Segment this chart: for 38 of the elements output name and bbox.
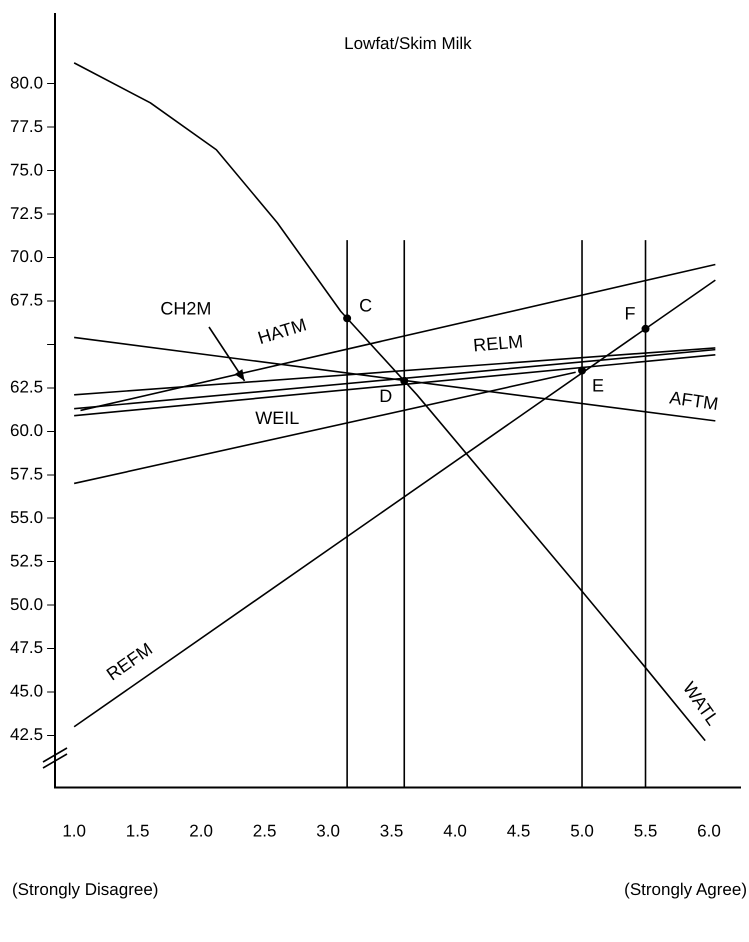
y-tick-label: 52.5 [10,551,44,570]
x-tick-label: 5.0 [570,821,594,840]
y-tick-label: 62.5 [10,378,44,397]
x-tick-label: 3.5 [380,821,404,840]
x-tick-label: 6.0 [697,821,721,840]
x-tick-label: 1.0 [62,821,86,840]
y-tick-label: 50.0 [10,594,44,614]
text: HATM [255,314,309,348]
x-tick-label: 4.0 [443,821,467,840]
annotation: E [592,375,604,396]
y-tick-label: 80.0 [10,73,44,92]
y-tick-label: 45.0 [10,682,44,701]
x-tick-label: 4.5 [506,821,530,840]
text: (Strongly Agree) [624,880,747,900]
y-tick-label: 55.0 [10,508,44,527]
x-tick-label: 5.5 [634,821,658,840]
x-tick-label: 2.0 [189,821,213,840]
text: AFTM [668,387,720,414]
text: (Strongly Disagree) [12,880,158,900]
y-tick-label: 60.0 [10,421,44,440]
series-label: RELM [472,331,524,356]
y-tick-label: 42.5 [10,725,44,744]
y-tick-label: 67.5 [10,290,44,310]
annotation: C [359,295,372,316]
annotation: F [624,304,636,324]
x-tick-label: 3.0 [316,821,340,840]
y-tick-label: 75.0 [10,160,44,180]
y-tick-label: 77.5 [10,116,44,136]
x-tick-label: 1.5 [126,821,150,840]
y-tick-label: 57.5 [10,464,44,484]
y-tick-label: 47.5 [10,638,44,658]
y-tick-label: 72.5 [10,204,44,223]
x-tick-label: 2.5 [252,821,276,840]
text: CH2M [160,298,212,319]
text: Lowfat/Skim Milk [344,34,472,53]
annotation: D [379,386,392,406]
series-label: WEIL [255,408,300,428]
y-tick-label: 70.0 [10,247,44,266]
